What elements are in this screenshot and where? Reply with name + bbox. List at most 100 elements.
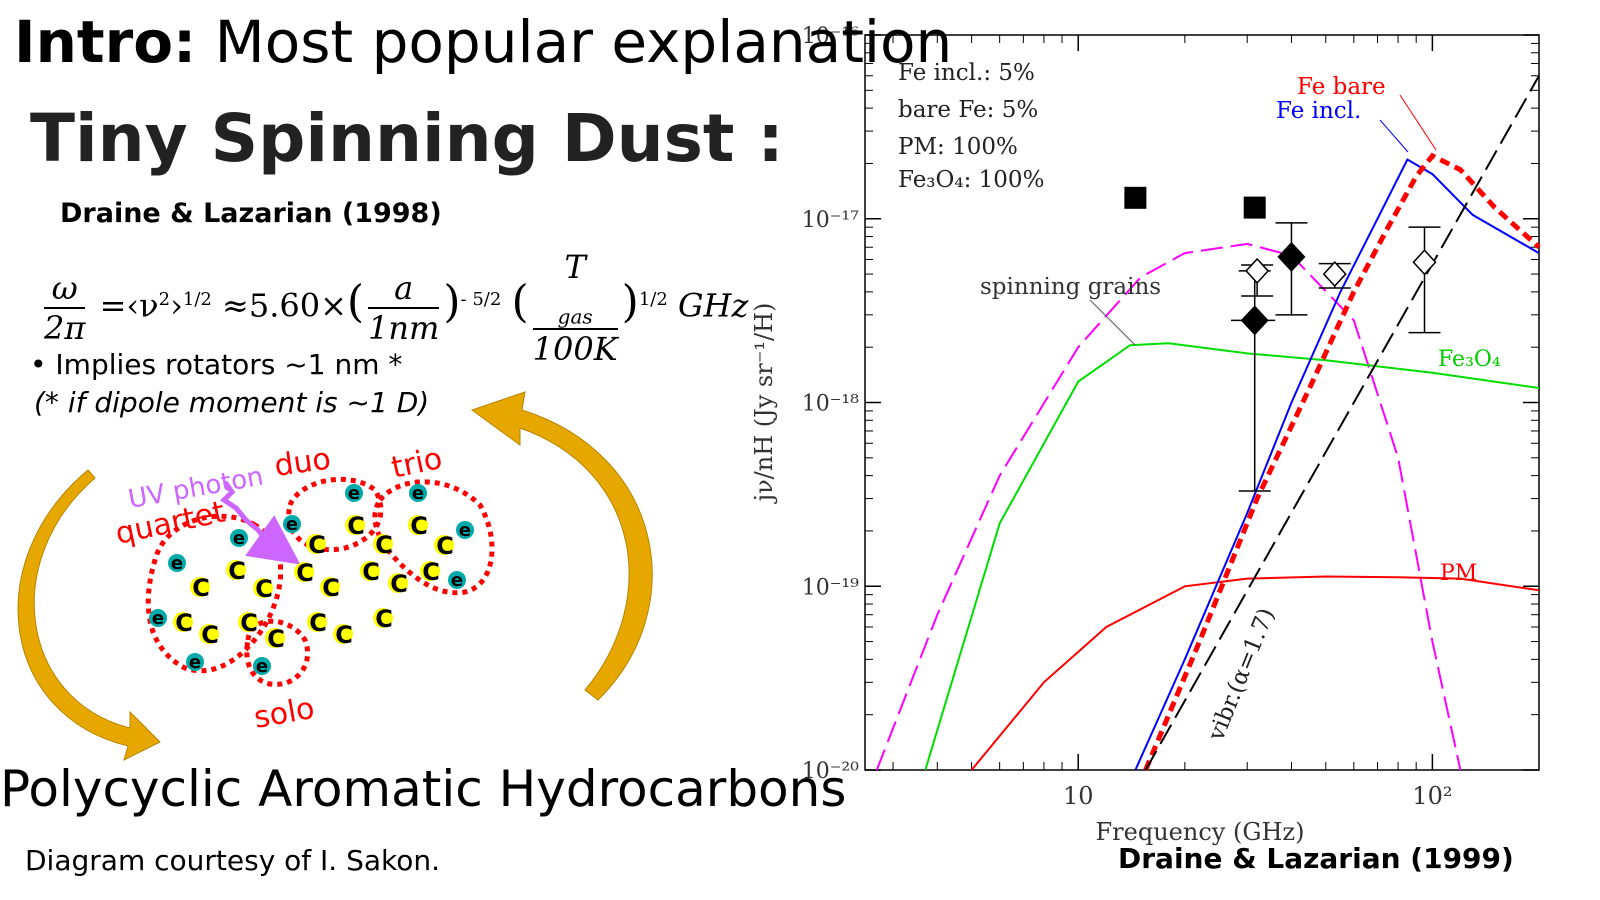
svg-text:C: C bbox=[309, 609, 327, 637]
y-axis-title: jν/nH (Jy sr⁻¹/H) bbox=[750, 303, 778, 505]
legend-fe3o4: Fe₃O₄: 100% bbox=[898, 167, 1044, 193]
label-fe3o4-curve: Fe₃O₄ bbox=[1438, 347, 1501, 372]
hydrogen-atom bbox=[168, 554, 186, 572]
data-point bbox=[1322, 260, 1347, 288]
carbon-atom bbox=[373, 608, 393, 628]
diagram-credit: Diagram courtesy of I. Sakon. bbox=[25, 844, 441, 877]
series-line bbox=[924, 342, 1540, 771]
svg-text:C: C bbox=[347, 512, 365, 540]
x-tick-label: 10² bbox=[1412, 782, 1452, 810]
hydrogen-atom bbox=[409, 484, 427, 502]
carbon-atom bbox=[420, 561, 440, 581]
carbon-atom bbox=[190, 577, 210, 597]
hydrogen-atom bbox=[448, 571, 466, 589]
carbon-atom bbox=[388, 573, 408, 593]
legend-fe-incl: Fe incl.: 5% bbox=[898, 60, 1035, 86]
svg-text:C: C bbox=[228, 557, 246, 585]
svg-text:e: e bbox=[412, 483, 424, 504]
svg-text:C: C bbox=[375, 605, 393, 633]
carbon-atom bbox=[373, 534, 393, 554]
svg-text:C: C bbox=[436, 532, 454, 560]
data-point bbox=[1243, 196, 1266, 219]
hydrogen-atom bbox=[345, 484, 363, 502]
carbon-atom bbox=[294, 562, 314, 582]
series-line bbox=[970, 575, 1540, 771]
svg-text:C: C bbox=[255, 575, 273, 603]
intro-heading: Intro: Most popular explanation bbox=[14, 8, 953, 76]
label-solo: solo bbox=[251, 691, 317, 736]
svg-text:C: C bbox=[375, 531, 393, 559]
y-tick-label: 10⁻¹⁶ bbox=[802, 24, 859, 49]
series-line bbox=[1134, 158, 1540, 771]
carbon-atom bbox=[307, 612, 327, 632]
label-trio: trio bbox=[388, 441, 445, 486]
data-point bbox=[1124, 186, 1147, 209]
svg-text:C: C bbox=[192, 574, 210, 602]
y-tick-label: 10⁻¹⁹ bbox=[802, 575, 859, 600]
pah-title: Polycyclic Aromatic Hydrocarbons bbox=[0, 760, 847, 818]
carbon-atom bbox=[253, 578, 273, 598]
duo-group bbox=[286, 476, 384, 553]
carbon-atom bbox=[345, 515, 365, 535]
carbon-atom bbox=[320, 577, 340, 597]
carbon-atom bbox=[173, 612, 193, 632]
hydrogen-atom bbox=[230, 529, 248, 547]
legend-pm: PM: 100% bbox=[898, 134, 1018, 160]
dipole-note: (* if dipole moment is ~1 D) bbox=[34, 386, 430, 419]
carbon-atom bbox=[408, 515, 428, 535]
right-cycle-arrow bbox=[470, 391, 653, 701]
carbon-atom bbox=[199, 624, 219, 644]
quartet-group bbox=[145, 513, 284, 674]
carbon-atom bbox=[226, 560, 246, 580]
hydrogen-atom bbox=[186, 653, 204, 671]
svg-text:e: e bbox=[233, 528, 245, 549]
hydrogen-atom bbox=[253, 657, 271, 675]
svg-text:C: C bbox=[240, 609, 258, 637]
x-axis-title: Frequency (GHz) bbox=[1096, 818, 1305, 846]
svg-text:C: C bbox=[267, 625, 285, 653]
svg-text:C: C bbox=[410, 512, 428, 540]
svg-text:e: e bbox=[152, 608, 164, 629]
svg-text:C: C bbox=[322, 574, 340, 602]
svg-text:C: C bbox=[362, 558, 380, 586]
y-tick-label: 10⁻¹⁷ bbox=[802, 208, 859, 233]
series-line bbox=[1144, 75, 1540, 771]
svg-text:C: C bbox=[201, 621, 219, 649]
label-spinning: spinning grains bbox=[980, 274, 1161, 300]
svg-text:e: e bbox=[348, 483, 360, 504]
series-line bbox=[1143, 152, 1541, 771]
series-line bbox=[875, 242, 1462, 771]
svg-text:e: e bbox=[286, 514, 298, 535]
bullet-rotators: • Implies rotators ~1 nm * bbox=[30, 348, 403, 381]
svg-text:C: C bbox=[308, 531, 326, 559]
svg-text:e: e bbox=[171, 553, 183, 574]
hydrogen-atom bbox=[149, 609, 167, 627]
svg-text:C: C bbox=[335, 621, 353, 649]
legend-bare-fe: bare Fe: 5% bbox=[898, 97, 1038, 123]
svg-text:e: e bbox=[189, 652, 201, 673]
data-point bbox=[1277, 241, 1306, 272]
label-fe-bare: Fe bare bbox=[1297, 74, 1386, 100]
hydrogen-atom bbox=[456, 521, 474, 539]
uv-photon-arrow bbox=[220, 480, 301, 565]
solo-group bbox=[244, 618, 311, 687]
data-point bbox=[1245, 257, 1270, 285]
hydrogen-atom bbox=[283, 515, 301, 533]
label-fe-incl: Fe incl. bbox=[1276, 98, 1361, 124]
carbon-atom bbox=[238, 612, 258, 632]
y-tick-label: 10⁻¹⁸ bbox=[802, 392, 859, 417]
citation-1999: Draine & Lazarian (1999) bbox=[1118, 842, 1514, 875]
svg-text:e: e bbox=[459, 520, 471, 541]
x-tick-label: 10 bbox=[1063, 782, 1094, 810]
carbon-atom bbox=[306, 534, 326, 554]
citation-1998: Draine & Lazarian (1998) bbox=[60, 198, 442, 229]
carbon-atom bbox=[265, 628, 285, 648]
data-point bbox=[1240, 305, 1269, 336]
carbon-atom bbox=[360, 561, 380, 581]
label-duo: duo bbox=[272, 441, 333, 484]
svg-text:C: C bbox=[175, 609, 193, 637]
label-pm-curve: PM bbox=[1440, 561, 1477, 586]
